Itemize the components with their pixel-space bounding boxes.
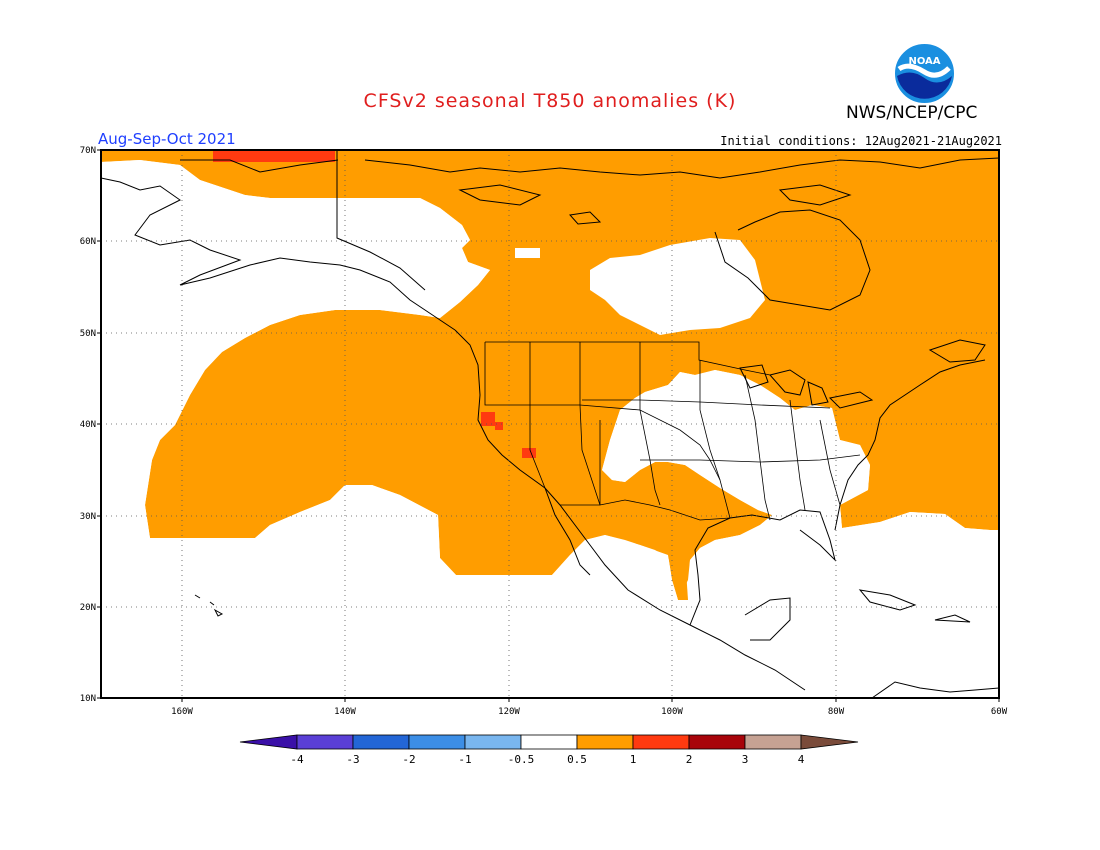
- political-borders: [484, 341, 861, 521]
- colorbar-label: -1: [458, 753, 471, 766]
- colorbar-label: -3: [346, 753, 359, 766]
- lat-label: 10N: [80, 694, 96, 704]
- colorbar-label: -2: [402, 753, 415, 766]
- colorbar-cell: [688, 734, 746, 750]
- colorbar-label: 4: [798, 753, 805, 766]
- colorbar-cell: [296, 734, 354, 750]
- lat-label: 30N: [80, 512, 96, 522]
- colorbar-cell-gt4: [800, 734, 859, 750]
- lat-label: 20N: [80, 603, 96, 613]
- colorbar-label: 3: [742, 753, 749, 766]
- noaa-logo: NOAA: [894, 43, 955, 104]
- organization-label: NWS/NCEP/CPC: [846, 103, 978, 123]
- lat-axis: 70N 60N 50N 40N 30N 20N 10N: [80, 146, 96, 704]
- colorbar-cell: [520, 734, 578, 750]
- colorbar-label: -4: [290, 753, 304, 766]
- colorbar-cell: [352, 734, 410, 750]
- colorbar-label: 1: [630, 753, 637, 766]
- colorbar-labels: -4 -3 -2 -1 -0.5 0.5 1 2 3 4: [290, 753, 804, 766]
- lat-label: 60N: [80, 237, 96, 247]
- lat-label: 40N: [80, 420, 96, 430]
- lon-label: 120W: [498, 707, 520, 717]
- colorbar-cell: [408, 734, 466, 750]
- colorbar-cell: [744, 734, 802, 750]
- lon-label: 60W: [991, 707, 1008, 717]
- colorbar-cell: [464, 734, 522, 750]
- anomaly-neutral-region: [101, 160, 999, 698]
- lat-ticks: [97, 149, 1000, 702]
- lon-label: 80W: [828, 707, 845, 717]
- colorbar-label: -0.5: [508, 753, 535, 766]
- lon-label: 160W: [171, 707, 193, 717]
- lat-label: 70N: [80, 146, 96, 156]
- lon-label: 100W: [661, 707, 683, 717]
- noaa-logo-text: NOAA: [908, 56, 940, 67]
- initial-conditions: Initial conditions: 12Aug2021-21Aug2021: [720, 134, 1002, 148]
- map-title: CFSv2 seasonal T850 anomalies (K): [363, 90, 737, 112]
- forecast-period: Aug-Sep-Oct 2021: [98, 130, 236, 148]
- coastlines: [100, 150, 1000, 699]
- colorbar-cell: [576, 734, 634, 750]
- colorbar-cell: [632, 734, 690, 750]
- lat-label: 50N: [80, 329, 96, 339]
- lon-axis: 160W 140W 120W 100W 80W 60W: [171, 707, 1008, 717]
- colorbar-label: 2: [686, 753, 693, 766]
- colorbar: [239, 734, 859, 750]
- colorbar-cell-lt4: [239, 734, 298, 750]
- anomaly-strong-region: [213, 150, 536, 458]
- lon-label: 140W: [334, 707, 356, 717]
- colorbar-label: 0.5: [567, 753, 587, 766]
